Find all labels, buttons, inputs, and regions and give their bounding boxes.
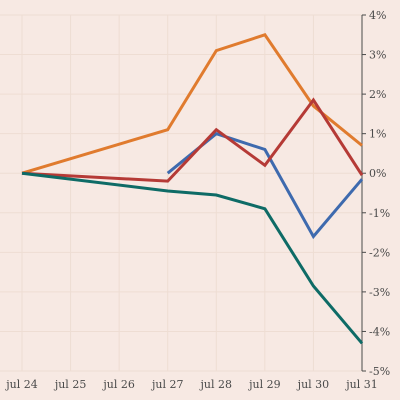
x-tick-label: jul 24 [4, 378, 38, 391]
series-line-3 [21, 97, 364, 183]
y-tick-label: 4% [369, 9, 386, 22]
y-tick-label: 1% [369, 128, 386, 141]
y-tick-label: -2% [369, 246, 390, 259]
y-tick-label: -5% [369, 365, 390, 378]
x-tick-label: jul 29 [247, 378, 281, 391]
y-tick-label: -4% [369, 325, 390, 338]
series-line-4 [21, 171, 364, 345]
x-tick-label: jul 28 [199, 378, 233, 391]
y-tick-label: -1% [369, 207, 390, 220]
y-tick-label: 0% [369, 167, 386, 180]
x-axis: jul 24 jul 25 jul 26 jul 27 jul 28 jul 29 jul … [4, 378, 378, 391]
x-tick-label: jul 27 [150, 378, 184, 391]
y-tick-label: 3% [369, 49, 386, 62]
y-axis: 4% 3% 2% 1% 0% -1% -2% -3% -4% -5% [361, 9, 390, 378]
x-tick-label: jul 26 [101, 378, 135, 391]
x-tick-label: jul 25 [53, 378, 87, 391]
y-tick-label: -3% [369, 286, 390, 299]
x-tick-label: jul 31 [344, 378, 378, 391]
y-tick-label: 2% [369, 88, 386, 101]
x-tick-label: jul 30 [296, 378, 330, 391]
series-group [21, 33, 364, 345]
